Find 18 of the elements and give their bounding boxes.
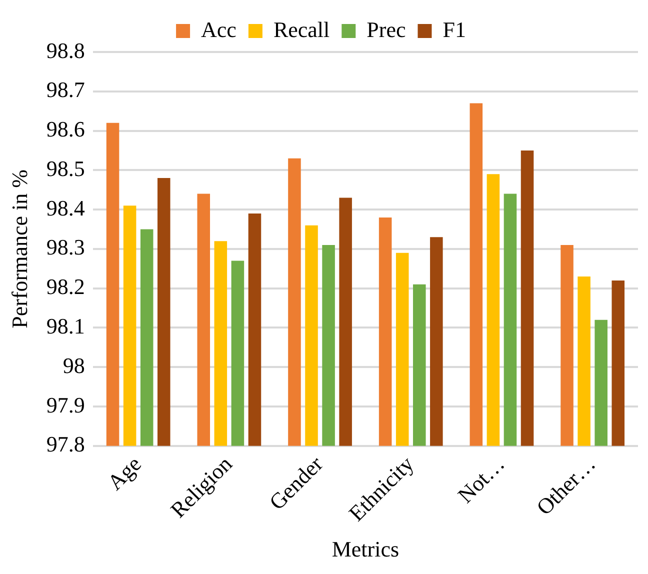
y-tick-label: 98.3 bbox=[46, 234, 85, 260]
y-tick-label: 98 bbox=[62, 352, 85, 378]
legend-label: Acc bbox=[201, 16, 237, 42]
y-tick-label: 98.8 bbox=[46, 38, 85, 63]
y-tick-label: 98.4 bbox=[46, 195, 85, 220]
y-tick-label: 98.7 bbox=[46, 77, 85, 102]
y-axis-title: Performance in % bbox=[6, 170, 32, 328]
legend-label: Prec bbox=[366, 16, 406, 42]
y-tick-label: 97.9 bbox=[46, 392, 85, 418]
legend-label: Recall bbox=[273, 16, 330, 42]
y-tick-label: 98.1 bbox=[46, 314, 85, 339]
y-tick-label: 98.2 bbox=[46, 274, 85, 300]
y-tick-label: 98.5 bbox=[46, 156, 85, 181]
y-tick-label: 97.8 bbox=[46, 432, 85, 457]
x-tick-label: Age bbox=[102, 451, 146, 495]
legend-label: F1 bbox=[442, 16, 466, 42]
y-tick-label: 98.6 bbox=[46, 116, 85, 142]
x-axis-title: Metrics bbox=[332, 536, 400, 562]
